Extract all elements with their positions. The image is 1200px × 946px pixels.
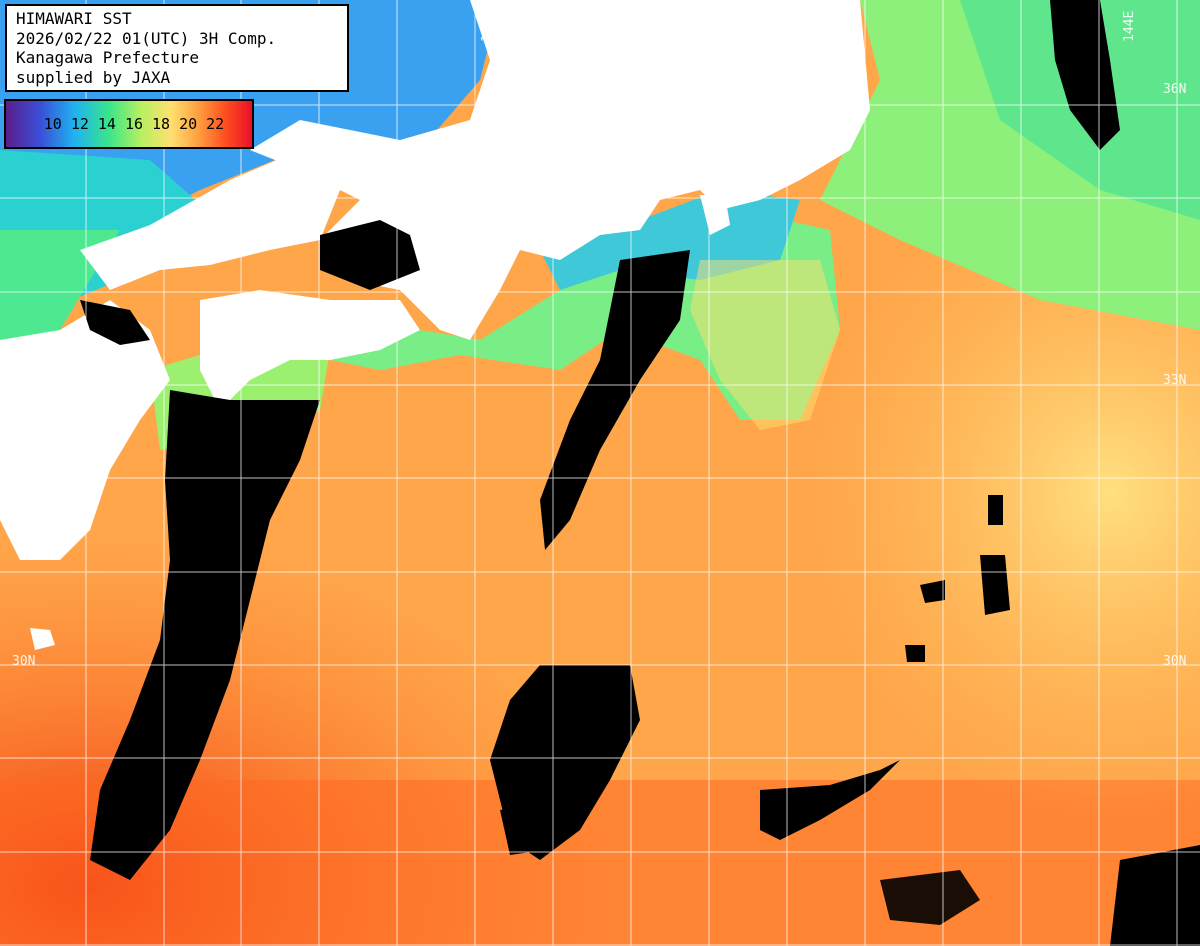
legend-tick: 12 — [70, 115, 89, 133]
title-box: HIMAWARI SST 2026/02/22 01(UTC) 3H Comp.… — [5, 4, 349, 92]
cloud-bungo — [80, 300, 150, 345]
credit-line: supplied by JAXA — [16, 67, 171, 87]
land-tanegashima — [30, 628, 55, 650]
legend-tick: 10 — [43, 115, 62, 133]
legend-tick: 20 — [179, 115, 198, 133]
timestamp-line: 2026/02/22 01(UTC) 3H Comp. — [16, 28, 277, 48]
land-honshu-west — [80, 150, 340, 290]
cloud-south-right — [880, 870, 980, 925]
legend-tick: 18 — [152, 115, 171, 133]
lat-label-33n: 33N — [1163, 373, 1187, 388]
lat-label-36n: 36N — [1163, 82, 1187, 97]
temperature-legend: 10 12 14 16 18 20 22 — [4, 99, 254, 149]
cloud-south-small — [500, 805, 545, 855]
cloud-east-small3 — [905, 645, 925, 662]
cloud-seto — [320, 220, 420, 290]
cloud-east-small1 — [980, 555, 1010, 615]
lon-label-136e: 136E — [480, 10, 495, 42]
cloud-east-small4 — [988, 495, 1003, 525]
cloud-se-corner — [1110, 845, 1200, 946]
land-kyushu — [0, 300, 170, 560]
sea-kii-yellow — [690, 260, 840, 430]
cloud-kii-band — [540, 250, 690, 550]
land-izu — [700, 195, 730, 235]
title-line: HIMAWARI SST — [16, 9, 132, 28]
legend-tick: 14 — [97, 115, 116, 133]
cloud-east-small2 — [920, 580, 945, 603]
land-shikoku — [200, 290, 420, 410]
lat-label-30n-left: 30N — [12, 654, 36, 669]
legend-tick: 22 — [206, 115, 225, 133]
lon-label-144e: 144E — [1122, 10, 1137, 42]
lat-label-30n-right: 30N — [1163, 654, 1187, 669]
cloud-ne-strip — [1050, 0, 1120, 150]
region-line: Kanagawa Prefecture — [16, 48, 200, 67]
lat-label-33-left: 33 — [12, 373, 28, 388]
legend-tick: 16 — [124, 115, 144, 133]
